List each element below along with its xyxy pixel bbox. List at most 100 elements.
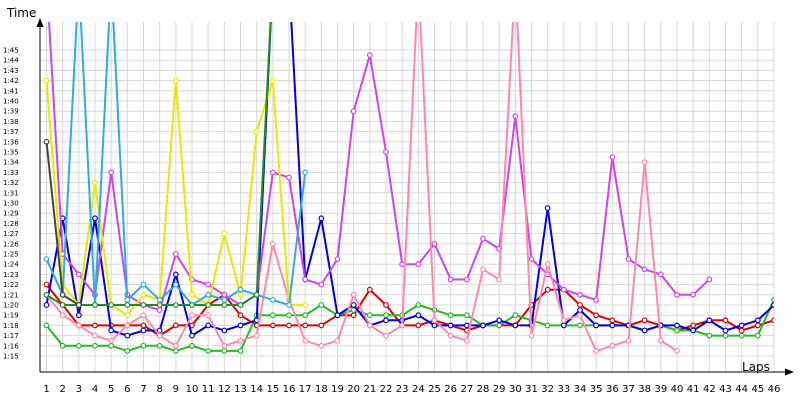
y-axis-title: Time <box>6 6 36 20</box>
data-point <box>754 322 761 329</box>
data-point <box>189 291 195 298</box>
y-tick-label: 1:19 <box>3 312 19 320</box>
data-point <box>366 322 373 329</box>
data-point <box>189 332 195 339</box>
data-point <box>431 240 438 247</box>
data-point <box>221 291 228 298</box>
data-point <box>205 348 212 354</box>
data-point <box>754 317 761 324</box>
data-point <box>253 128 260 135</box>
x-tick-label: 9 <box>173 384 179 395</box>
data-point <box>383 312 389 319</box>
y-tick-label: 1:29 <box>3 210 19 218</box>
data-point <box>75 342 82 349</box>
data-point <box>221 297 228 303</box>
data-point <box>641 327 648 334</box>
data-point <box>577 302 583 308</box>
y-tick-label: 1:32 <box>3 179 19 187</box>
data-point <box>124 297 131 303</box>
y-tick-label: 1:37 <box>3 128 19 136</box>
data-point <box>140 291 147 298</box>
data-point <box>350 291 357 298</box>
data-point <box>43 138 50 145</box>
data-point <box>140 322 147 329</box>
data-point <box>140 281 147 288</box>
y-tick-labels: 1:15 1:16 1:17 1:18 1:19 1:20 1:21 1:22 1:23 1:24… <box>3 47 19 361</box>
data-point <box>738 332 745 339</box>
data-point <box>366 286 373 293</box>
data-point <box>108 337 115 344</box>
x-tick-label: 18 <box>315 384 328 395</box>
data-point <box>140 302 147 308</box>
x-tick-label: 44 <box>735 384 748 395</box>
x-tick-label: 40 <box>671 384 684 395</box>
data-point <box>269 169 276 176</box>
data-point <box>593 322 600 329</box>
x-tick-label: 39 <box>654 384 667 395</box>
data-point <box>237 286 244 293</box>
y-tick-label: 1:43 <box>3 67 19 75</box>
data-point <box>286 322 292 329</box>
x-tick-label: 34 <box>574 384 587 395</box>
series-line <box>45 22 678 352</box>
data-point <box>189 312 195 319</box>
data-point <box>92 332 98 339</box>
data-point <box>221 230 228 237</box>
data-point <box>674 348 680 354</box>
data-point <box>172 77 179 84</box>
data-point <box>657 271 664 278</box>
data-point <box>237 337 244 344</box>
data-point <box>528 256 535 263</box>
x-tick-label: 32 <box>541 384 554 395</box>
data-point <box>124 302 131 308</box>
x-tick-label: 46 <box>768 384 781 395</box>
data-point <box>156 332 163 339</box>
data-point <box>577 307 583 314</box>
data-point <box>75 312 82 319</box>
data-point <box>496 317 503 324</box>
data-point <box>189 342 195 349</box>
data-point <box>205 281 212 288</box>
x-tick-label: 31 <box>525 384 538 395</box>
x-tick-label: 42 <box>703 384 716 395</box>
data-point <box>560 317 567 324</box>
y-tick-label: 1:24 <box>3 261 19 269</box>
data-point <box>415 322 422 329</box>
series-4 <box>48 22 713 314</box>
data-point <box>415 261 422 268</box>
y-tick-label: 1:21 <box>3 291 19 299</box>
data-point <box>641 159 648 166</box>
data-point <box>674 291 680 298</box>
data-point <box>124 332 131 339</box>
data-point <box>738 327 745 334</box>
y-tick-label: 1:35 <box>3 149 19 157</box>
data-point <box>771 302 774 308</box>
data-point <box>447 332 454 339</box>
data-point <box>318 281 325 288</box>
data-point <box>205 291 212 298</box>
x-tick-label: 4 <box>92 384 98 395</box>
data-point <box>221 302 228 308</box>
data-point <box>350 312 357 319</box>
data-point <box>512 312 519 319</box>
data-point <box>59 342 66 349</box>
data-point <box>172 271 179 278</box>
data-point <box>528 332 535 339</box>
y-tick-label: 1:40 <box>3 98 19 106</box>
data-point <box>124 322 131 329</box>
data-point <box>544 286 551 293</box>
y-axis-arrow <box>36 18 44 27</box>
x-tick-label: 27 <box>460 384 473 395</box>
data-point <box>221 342 228 349</box>
data-point <box>269 77 276 84</box>
data-point <box>156 302 163 308</box>
x-tick-label: 45 <box>751 384 764 395</box>
data-point <box>269 312 276 319</box>
y-tick-label: 1:30 <box>3 200 19 208</box>
data-point <box>92 302 98 308</box>
data-point <box>641 266 648 273</box>
data-point <box>544 261 551 268</box>
data-point <box>302 337 309 344</box>
x-tick-label: 20 <box>347 384 360 395</box>
x-tick-label: 10 <box>186 384 199 395</box>
